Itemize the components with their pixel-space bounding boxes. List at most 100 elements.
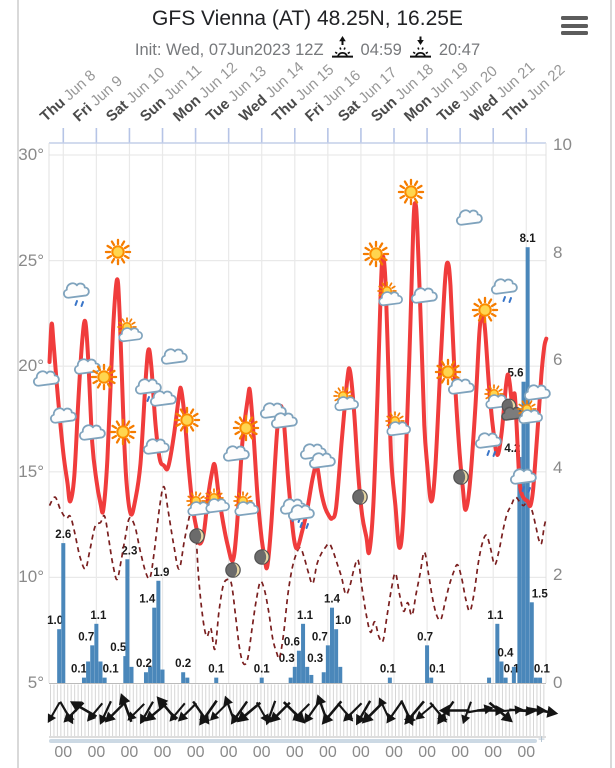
menu-bar-icon [561, 31, 588, 35]
precip-bar [429, 677, 434, 683]
wind-arrow-icon [438, 704, 470, 717]
precip-value-label: 0.2 [175, 658, 191, 670]
precip-bar [325, 645, 330, 683]
precip-bar [57, 629, 62, 683]
precip-value-label: 1.4 [139, 594, 156, 606]
precip-tick-label: 10 [553, 135, 572, 154]
precip-bar [86, 661, 91, 683]
moon-icon [225, 562, 241, 578]
precip-tick-label: 6 [553, 350, 563, 370]
precip-bar [305, 666, 310, 683]
precip-value-label: 0.1 [103, 664, 120, 676]
wind-arrow-icon [343, 702, 363, 722]
sunset-time: 20:47 [438, 41, 481, 59]
wind-arrow-icon [292, 703, 311, 721]
dewpoint-curve [48, 485, 548, 666]
wind-arrow-icon [156, 696, 178, 721]
moon-icon [254, 549, 270, 565]
sun-icon [104, 238, 132, 266]
sun-cloud-icon [385, 411, 411, 437]
precip-bar [288, 677, 293, 683]
left-edge-divider [17, 0, 19, 768]
precip-bar [499, 661, 504, 683]
sun-cloud-icon [233, 491, 259, 517]
precip-value-label: 1.0 [335, 615, 351, 627]
precip-value-label: 8.1 [520, 233, 537, 245]
sun-cloud-icon [117, 317, 143, 343]
sun-cloud-icon [333, 386, 359, 412]
sun-cloud-icon [204, 488, 230, 514]
precip-bar [98, 661, 103, 683]
wind-arrow-icon [236, 701, 262, 723]
cloud-icon [33, 370, 60, 387]
cloud-icon [524, 384, 551, 401]
precip-bar [521, 381, 526, 683]
sunrise-time: 04:59 [360, 41, 402, 59]
sun-cloud-icon [186, 491, 212, 517]
menu-button[interactable] [561, 16, 588, 39]
hour-label: 00 [451, 744, 469, 761]
wind-arrow-icon [169, 702, 186, 722]
precip-value-label: 0.1 [534, 664, 551, 676]
sun-icon [471, 296, 499, 324]
menu-bar-icon [561, 16, 588, 20]
wind-arrow-icon [47, 701, 61, 724]
cloud-icon [411, 287, 438, 304]
precip-bar [309, 674, 314, 683]
cloud-icon [79, 424, 106, 441]
hour-label: 00 [385, 744, 403, 761]
precip-bar [125, 559, 130, 683]
precip-value-label: 1.0 [47, 615, 63, 627]
precip-bar [338, 666, 343, 683]
cloud-rain-icon [475, 432, 502, 457]
wind-arrow-icon [99, 700, 112, 725]
precip-bar [148, 666, 153, 683]
time-scrollbar[interactable] [49, 732, 545, 746]
temp-tick-label: 20° [18, 356, 44, 376]
precip-bar [525, 247, 530, 683]
hour-label: 00 [418, 744, 436, 761]
wind-arrow-icon [264, 700, 277, 726]
hour-label: 00 [186, 744, 205, 761]
hour-label: 00 [484, 744, 503, 761]
precip-tick-label: 2 [553, 565, 563, 585]
precip-value-label: 0.7 [312, 631, 328, 643]
precip-bar [334, 629, 339, 683]
precip-bar [181, 672, 186, 683]
precip-bar [296, 650, 301, 683]
precip-value-label: 1.9 [153, 567, 169, 579]
sun-icon [434, 358, 462, 386]
temp-tick-label: 5° [27, 673, 44, 692]
hour-label: 00 [517, 744, 536, 761]
precip-bar [81, 677, 86, 683]
cloud-rain-icon [491, 278, 518, 303]
precip-bar [156, 580, 161, 683]
sun-icon [173, 406, 201, 434]
precip-bar [538, 677, 543, 683]
hour-label: 00 [318, 744, 337, 761]
hour-label: 00 [285, 744, 304, 761]
precip-tick-label: 8 [553, 242, 563, 262]
moon-icon [189, 528, 205, 544]
precip-value-label: 0.5 [110, 642, 127, 654]
precip-value-label: 2.3 [121, 545, 137, 557]
cloud-rain-icon [63, 282, 90, 307]
precip-value-label: 0.1 [429, 664, 446, 676]
precip-bar [61, 543, 66, 683]
precip-bar [102, 677, 107, 683]
sun-cloud-icon [377, 281, 403, 307]
wind-arrow-icon [356, 700, 372, 726]
wind-arrow-icon [386, 701, 403, 724]
wind-arrow-icon [415, 703, 435, 720]
precip-bar [517, 457, 522, 683]
precip-value-label: 0.7 [78, 631, 94, 643]
cloud-icon [150, 390, 177, 407]
precip-value-label: 0.1 [71, 664, 88, 676]
precip-value-label: 0.4 [497, 647, 514, 659]
sun-icon [232, 414, 260, 442]
wind-arrow-icon [127, 703, 145, 721]
precip-bar [123, 656, 128, 683]
precip-value-label: 0.1 [208, 664, 225, 676]
